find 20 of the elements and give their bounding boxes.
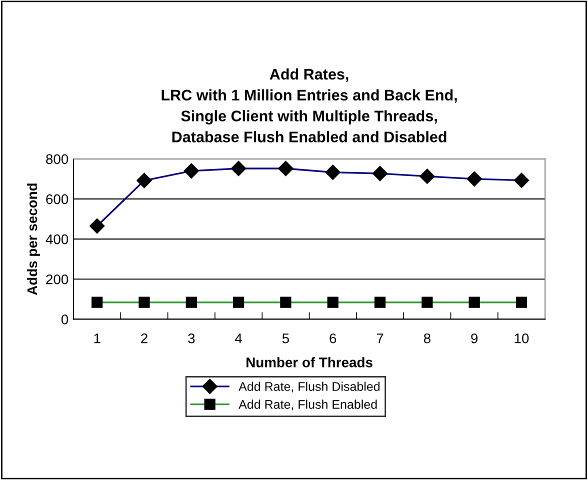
legend-label: Add Rate, Flush Disabled (238, 382, 380, 392)
y-tick-label: 800 (46, 154, 68, 164)
x-axis-title: Number of Threads (246, 357, 372, 368)
x-tick-label: 4 (235, 334, 242, 344)
x-tick-label: 9 (471, 333, 478, 344)
y-axis-title: Adds per second (26, 184, 40, 296)
y-tick-label: 200 (46, 274, 68, 284)
x-tick-label: 8 (424, 333, 430, 344)
legend-label: Add Rate, Flush Enabled (238, 400, 377, 410)
y-tick-label: 400 (46, 234, 68, 244)
x-tick-label: 2 (141, 333, 148, 344)
x-tick-label: 10 (514, 333, 529, 344)
x-tick-label: 7 (376, 334, 384, 344)
x-tick-label: 1 (94, 334, 100, 344)
y-tick-label: 0 (61, 314, 68, 324)
x-tick-label: 6 (330, 333, 336, 344)
chart-title: Add Rates, LRC with 1 Million Entries and Back End, Single Client with Multiple Threads, Database Flush Enabled and Disabled (162, 68, 457, 142)
y-tick-label: 600 (46, 194, 68, 204)
x-tick-label: 3 (188, 333, 195, 344)
x-tick-label: 5 (282, 334, 289, 344)
